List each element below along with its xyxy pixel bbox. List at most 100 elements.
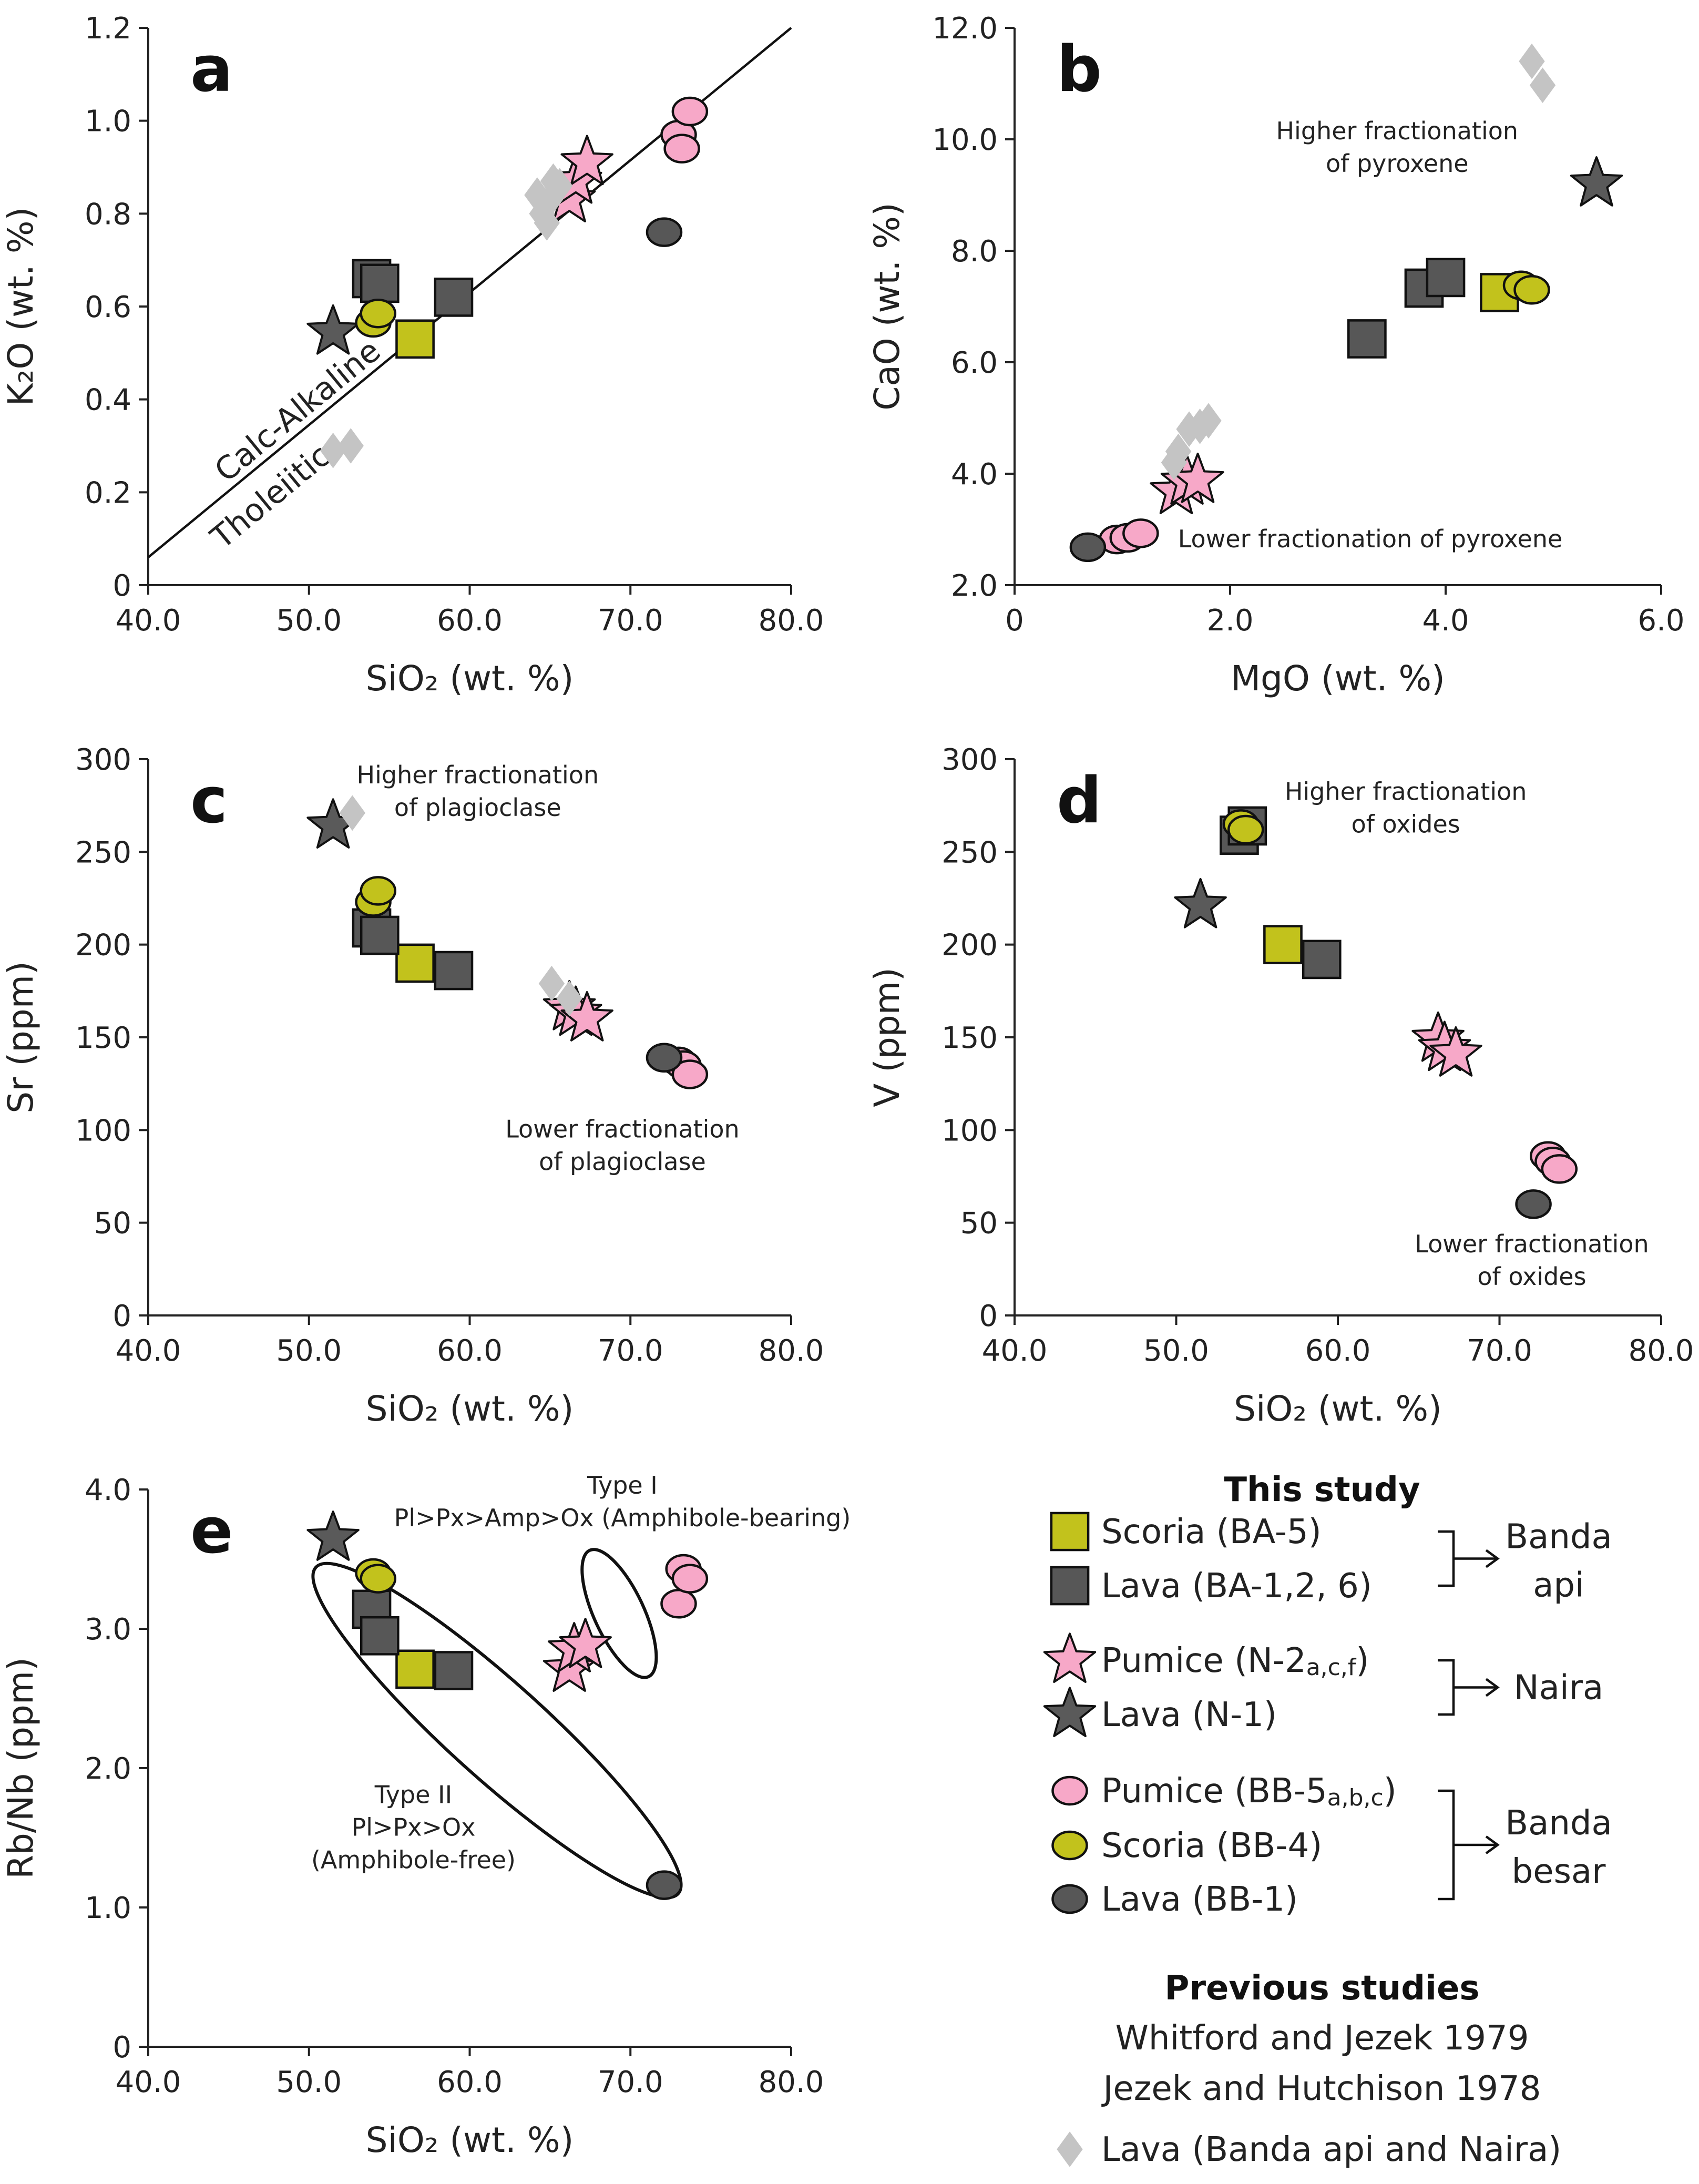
data-point-square [1302, 940, 1342, 979]
annotation-2: Type II Pl>Px>Ox (Amphibole-free) [311, 1780, 516, 1874]
y-tick-label: 150 [75, 1021, 131, 1055]
data-point-square [434, 1651, 474, 1690]
data-point-square [395, 319, 435, 359]
series-scoria-bb-4 [1502, 270, 1550, 305]
data-point-circle [1227, 814, 1264, 845]
x-tick-label: 70.0 [598, 604, 663, 638]
panel-e: 40.0 50.0 60.0 70.0 80.0 0 1.0 2.0 3.0 4.0 SiO₂ (w… [1, 1471, 851, 2160]
y-axis-title: K₂O (wt. %) [1, 207, 41, 406]
annotation-2-line-1: Lower fractionation of pyroxene [1178, 525, 1563, 553]
data-point-circle [660, 1589, 697, 1619]
annotation-1-line-1: Type I [587, 1471, 658, 1499]
y-tick-label: 6.0 [951, 346, 998, 380]
y-tick-label: 300 [75, 743, 131, 777]
data-point-circle [646, 217, 683, 247]
y-tick-label: 2.0 [951, 569, 998, 603]
series-scoria-bb-4 [1222, 809, 1264, 845]
x-tick-label: 80.0 [759, 2065, 824, 2099]
legend-label: Lava (N-1) [1101, 1696, 1277, 1734]
series-lava-bb-1 [646, 1043, 683, 1073]
panel-letter: e [190, 1495, 233, 1568]
legend-group-banda-besar: Pumice (BB-5a,b,c) Scoria (BB-4) Lava (BB-… [1051, 1772, 1612, 1919]
panel-c: 40.0 50.0 60.0 70.0 80.0 0 50 100 150 200 250 300 Si… [1, 743, 824, 1429]
legend-group-naira: Pumice (N-2a,c,f) Lava (N-1) Naira [1043, 1632, 1603, 1737]
data-point-circle [1513, 274, 1550, 305]
series-pumice-n-2a-c-f [1411, 1011, 1482, 1077]
legend-arrow-head [1485, 1549, 1500, 1568]
series-lava-ba-1-2-6 [352, 259, 474, 317]
series-pumice-bb-5a-b-c [1530, 1141, 1578, 1184]
legend-arrow-head [1485, 1835, 1500, 1854]
data-point-diamond [1529, 67, 1556, 103]
annotation-1-line-2: of oxides [1352, 810, 1460, 839]
data-point-square [395, 1649, 435, 1689]
x-tick-label: 70.0 [598, 1334, 663, 1368]
y-tick-label: 0.6 [85, 290, 131, 324]
data-point-diamond [1195, 403, 1222, 439]
x-axis-title: SiO₂ (wt. %) [366, 658, 574, 699]
annotation-1-line-2: of plagioclase [394, 793, 561, 822]
data-point-circle [360, 299, 396, 329]
series-pumice-bb-5a-b-c [1099, 518, 1159, 555]
data-point-diamond [547, 168, 573, 204]
series-lava-n-1 [1570, 156, 1623, 207]
data-point-circle [671, 1564, 709, 1594]
y-tick-label: 0.8 [85, 197, 131, 231]
y-tick-label: 0.4 [85, 383, 131, 417]
data-point-circle [360, 876, 396, 906]
series-lava-bb-1 [646, 217, 683, 247]
series-scoria-ba-5 [395, 1649, 435, 1689]
y-tick-label: 100 [75, 1114, 131, 1148]
x-axis-title: MgO (wt. %) [1231, 658, 1445, 699]
series-lava-banda-api-and-naira [1161, 43, 1556, 481]
legend-marker-circle [1051, 1830, 1088, 1861]
annotation-2: Lower fractionation of oxides [1415, 1230, 1649, 1291]
legend-reference: Whitford and Jezek 1979 [1115, 2019, 1529, 2058]
x-axis-title: SiO₂ (wt. %) [1234, 1389, 1442, 1429]
legend-label-sub: a,c,f [1306, 1654, 1357, 1681]
legend-marker-circle [1051, 1775, 1088, 1806]
y-tick-label: 250 [75, 835, 131, 870]
data-point-circle [1122, 518, 1159, 548]
legend-volcano-label: Banda api [1505, 1518, 1612, 1605]
legend-label-main: Lava (BB-1) [1101, 1880, 1298, 1919]
x-tick-label: 60.0 [437, 2065, 503, 2099]
data-point-circle [1069, 532, 1107, 563]
legend-label-main: Lava (N-1) [1101, 1696, 1277, 1734]
series-lava-bb-1 [1515, 1189, 1552, 1219]
series-scoria-bb-4 [355, 299, 396, 338]
x-tick-label: 50.0 [276, 2065, 342, 2099]
legend-bracket [1438, 1789, 1455, 1901]
data-point-circle [1541, 1154, 1578, 1184]
y-tick-label: 50 [960, 1207, 998, 1241]
data-point-diamond [534, 205, 560, 241]
y-tick-label: 3.0 [85, 1613, 131, 1647]
y-tick-label: 200 [941, 928, 998, 963]
data-point-circle [646, 1043, 683, 1073]
panel-letter: d [1057, 764, 1102, 838]
series-pumice-n-2a-c-f [543, 1618, 612, 1692]
y-tick-label: 1.0 [85, 105, 131, 139]
x-tick-label: 70.0 [598, 2065, 663, 2099]
legend-arrow-head [1485, 1678, 1500, 1697]
data-point-diamond [537, 182, 564, 218]
legend-label-main: Pumice (N-2 [1101, 1641, 1306, 1680]
legend-volcano-label-line-2: besar [1512, 1852, 1606, 1891]
y-axis-title: CaO (wt. %) [867, 202, 907, 410]
data-point-star [1429, 1026, 1482, 1077]
legend-volcano-label-line-1: Banda [1505, 1804, 1612, 1843]
series-lava-ba-1-2-6 [352, 1589, 474, 1690]
panel-a: 40.0 50.0 60.0 70.0 80.0 0 0.2 0.4 0.6 0.8 1.0 1.2 S… [1, 12, 824, 699]
annotation-2-line-2: of plagioclase [539, 1147, 706, 1176]
annotation-1-line-2: Pl>Px>Amp>Ox (Amphibole-bearing) [394, 1504, 851, 1532]
y-tick-label: 150 [941, 1021, 998, 1055]
x-tick-label: 0 [1005, 604, 1024, 638]
legend-label-main: Scoria (BB-4) [1101, 1826, 1322, 1865]
legend-label: Lava (BB-1) [1101, 1880, 1298, 1919]
data-point-circle [671, 1059, 709, 1089]
legend-volcano-label: Banda besar [1505, 1804, 1612, 1891]
legend-marker-square [1050, 1512, 1090, 1552]
legend-heading-previous-studies: Previous studies [1165, 1969, 1480, 2008]
y-axis-title: Rb/Nb (ppm) [1, 1657, 41, 1879]
annotation-2-line-1: Type II [374, 1780, 452, 1809]
